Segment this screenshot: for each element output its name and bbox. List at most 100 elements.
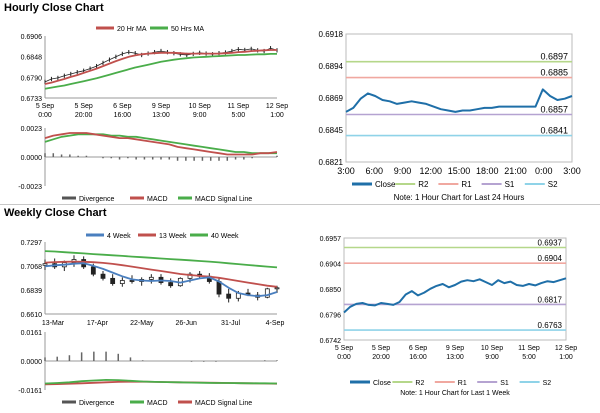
x-tick-label: 16:00 — [114, 112, 132, 119]
x-tick-label: 9:00 — [394, 166, 412, 176]
x-tick-label: 13-Mar — [42, 320, 65, 327]
chart-note: Note: 1 Hour Chart for Last 24 Hours — [394, 193, 525, 202]
ma50-line — [44, 52, 277, 90]
x-tick-label: 15:00 — [448, 166, 471, 176]
x-tick-label: 3:00 — [563, 166, 581, 176]
level-label-r1: 0.6904 — [538, 254, 563, 263]
legend-label: R1 — [461, 180, 472, 189]
x-tick-label: 12 Sep — [266, 103, 288, 110]
x-tick-label: 11 Sep — [227, 103, 249, 110]
x-tick-label: 0:00 — [337, 354, 351, 361]
y-tick-label: 0.6894 — [319, 62, 344, 71]
ma20-line — [44, 49, 277, 85]
x-tick-label: 5 Sep — [36, 103, 54, 110]
y-tick-label: 0.6610 — [21, 312, 43, 319]
x-tick-label: 5 Sep — [372, 345, 390, 352]
x-tick-label: 17-Apr — [87, 320, 109, 327]
legend-label: S1 — [500, 380, 509, 387]
ma13-line — [44, 260, 278, 288]
y-tick-label: 0.6906 — [21, 34, 43, 41]
legend-label: 13 Week — [159, 233, 187, 240]
y-tick-label: 0.6790 — [21, 75, 43, 82]
x-tick-label: 1:00 — [270, 112, 284, 119]
x-tick-label: 9:00 — [485, 354, 499, 361]
x-tick-label: 5 Sep — [75, 103, 93, 110]
y-tick-label: 0.7068 — [21, 264, 43, 271]
legend-label: S2 — [548, 180, 558, 189]
y-tick-label: 0.6869 — [319, 94, 344, 103]
hourly-macd-chart: 0.0023 0.0000 -0.0023 Divergence MACD MACD Si… — [18, 126, 278, 203]
y-tick-label: -0.0161 — [18, 388, 42, 395]
x-tick-label: 20:00 — [75, 112, 93, 119]
y-tick-label: 0.6821 — [319, 158, 344, 167]
ma40-line — [44, 250, 278, 269]
x-tick-label: 9 Sep — [152, 103, 170, 110]
x-tick-label: 16:00 — [409, 354, 427, 361]
level-label-r2: 0.6897 — [540, 52, 568, 62]
level-label-s1: 0.6857 — [540, 104, 568, 114]
ma4-line — [44, 262, 278, 298]
x-tick-label: 10 Sep — [481, 345, 503, 352]
legend-label: 4 Week — [107, 233, 131, 240]
legend-label: S2 — [543, 380, 552, 387]
x-tick-label: 9 Sep — [446, 345, 464, 352]
weekly-section-title: Weekly Close Chart — [4, 207, 107, 219]
legend-label: 40 Week — [211, 233, 239, 240]
y-tick-label: 0.6845 — [319, 126, 344, 135]
weekly-macd-chart: 0.0161 0.0000 -0.0161 Divergence MACD MACD Si… — [18, 330, 278, 407]
x-tick-label: 6 Sep — [409, 345, 427, 352]
candle-body — [100, 273, 106, 279]
x-tick-label: 3:00 — [337, 166, 355, 176]
legend-label: MACD Signal Line — [195, 196, 252, 203]
legend-label: Divergence — [79, 196, 115, 203]
candle-body — [129, 280, 135, 282]
x-tick-label: 0:00 — [38, 112, 52, 119]
candle-body — [274, 287, 280, 290]
legend-label: Close — [373, 380, 391, 387]
y-tick-label: 0.6839 — [21, 288, 43, 295]
legend-label: R2 — [418, 180, 429, 189]
x-tick-label: 13:00 — [152, 112, 170, 119]
level-label-s2: 0.6763 — [538, 321, 563, 330]
x-tick-label: 22-May — [130, 320, 154, 327]
y-tick-label: 0.6848 — [21, 55, 43, 62]
y-tick-label: 0.6733 — [21, 96, 43, 103]
x-tick-label: 18:00 — [476, 166, 499, 176]
candle-body — [42, 263, 48, 266]
x-tick-label: 9:00 — [193, 112, 207, 119]
x-tick-label: 10 Sep — [189, 103, 211, 110]
x-tick-label: 21:00 — [504, 166, 527, 176]
x-tick-label: 12:00 — [419, 166, 442, 176]
legend-label: MACD — [147, 400, 168, 407]
y-tick-label: 0.6796 — [320, 313, 342, 320]
plot-area — [343, 237, 567, 341]
level-label-s2: 0.6841 — [540, 126, 568, 136]
x-tick-label: 5 Sep — [335, 345, 353, 352]
x-tick-label: 13:00 — [446, 354, 464, 361]
legend-label: MACD Signal Line — [195, 400, 252, 407]
x-tick-label: 31-Jul — [221, 320, 241, 327]
x-tick-label: 5:00 — [522, 354, 536, 361]
x-tick-label: 6 Sep — [113, 103, 131, 110]
macd-line — [44, 132, 278, 156]
y-tick-label: 0.7297 — [21, 240, 43, 247]
candle-body — [168, 282, 174, 287]
y-tick-label: 0.0023 — [21, 126, 43, 133]
x-tick-label: 11 Sep — [518, 345, 540, 352]
x-tick-label: 1:00 — [559, 354, 573, 361]
y-tick-label: 0.6850 — [320, 287, 342, 294]
candle-body — [226, 293, 232, 299]
y-tick-label: 0.6918 — [319, 30, 344, 39]
level-label-r1: 0.6885 — [540, 68, 568, 78]
level-label-r2: 0.6937 — [538, 238, 563, 247]
legend-label: R1 — [458, 380, 467, 387]
candle-body — [90, 266, 96, 275]
y-tick-label: -0.0023 — [18, 184, 42, 191]
hourly-24h-chart: 0.6918 0.6894 0.6869 0.6845 0.6821 0.6897 0.68… — [319, 30, 581, 202]
weekly-price-chart: 4 Week 13 Week 40 Week 0.7297 0.7068 0.6839 0.… — [21, 233, 285, 327]
close-line — [345, 88, 573, 113]
y-tick-label: 0.0161 — [21, 330, 43, 337]
candle-body — [264, 288, 270, 298]
level-label-s1: 0.6817 — [538, 295, 563, 304]
close-line — [44, 47, 278, 83]
